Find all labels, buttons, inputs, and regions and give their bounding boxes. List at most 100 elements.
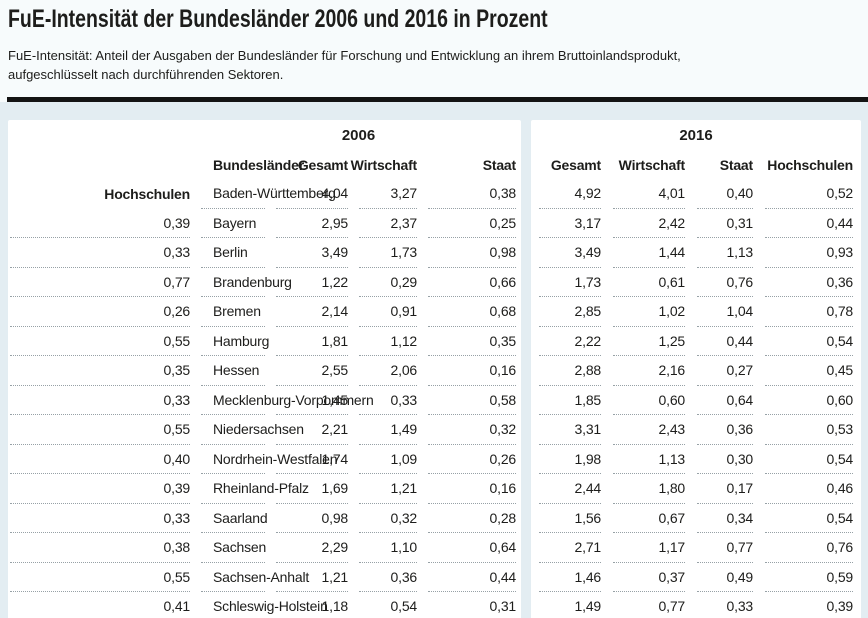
value-cell-2006: 2,95 xyxy=(276,209,348,238)
value-cell-2016: 0,30 xyxy=(697,445,753,474)
value-cell-2006: 0,98 xyxy=(428,238,516,268)
value-cell-2016: 2,85 xyxy=(539,297,601,327)
table-card-2016: 2016 Gesamt Wirtschaft Staat Hochschulen 4,9… xyxy=(531,120,861,618)
value-cell-2006: 1,69 xyxy=(276,474,348,504)
value-cell-2016: 0,17 xyxy=(697,474,753,504)
value-cell-2016: 2,44 xyxy=(539,474,601,504)
value-cell-2016: 0,33 xyxy=(697,592,754,618)
value-cell-2016: 0,59 xyxy=(765,563,853,592)
value-cell-2016: 0,39 xyxy=(765,592,854,618)
value-cell-2016: 1,73 xyxy=(539,268,601,297)
value-cell-2016: 0,77 xyxy=(697,533,753,563)
value-cell-2016: 1,13 xyxy=(613,445,685,474)
value-cell-2006: 0,16 xyxy=(428,474,516,504)
value-cell-2006: 0,33 xyxy=(10,504,190,533)
value-cell-2016: 1,80 xyxy=(613,474,685,504)
value-cell-2006: 0,54 xyxy=(359,592,418,618)
column-header-2016: Wirtschaft xyxy=(618,156,686,173)
value-cell-2016: 1,02 xyxy=(613,297,685,327)
value-cell-2016: 3,31 xyxy=(539,415,601,445)
value-cell-2006: 0,40 xyxy=(10,445,190,474)
value-cell-2016: 0,52 xyxy=(765,179,853,209)
value-cell-2006: 0,77 xyxy=(10,268,190,297)
state-name: Bremen xyxy=(201,297,265,327)
value-cell-2006: 0,33 xyxy=(10,386,190,415)
value-cell-2016: 0,78 xyxy=(765,297,853,327)
value-cell-2016: 0,36 xyxy=(765,268,853,297)
value-cell-2016: 1,04 xyxy=(697,297,753,327)
value-cell-2006: 0,91 xyxy=(359,297,417,327)
value-cell-2016: 0,27 xyxy=(697,356,753,386)
value-cell-2016: 2,88 xyxy=(539,356,601,386)
value-cell-2006: 1,18 xyxy=(276,592,349,618)
value-cell-2006: 0,68 xyxy=(428,297,516,327)
value-cell-2016: 1,25 xyxy=(613,327,685,356)
value-cell-2006: 0,39 xyxy=(10,209,190,238)
value-cell-2016: 0,54 xyxy=(765,327,853,356)
value-cell-2006: 0,29 xyxy=(359,268,417,297)
value-cell-2006: 2,06 xyxy=(359,356,417,386)
value-cell-2016: 3,49 xyxy=(539,238,601,268)
value-cell-2006: 0,39 xyxy=(10,474,190,504)
year-header-2016: 2016 xyxy=(679,126,713,144)
value-cell-2016: 0,76 xyxy=(697,268,753,297)
value-cell-2006: 0,41 xyxy=(10,592,191,618)
value-cell-2016: 0,44 xyxy=(765,209,853,238)
column-header-2016: Gesamt xyxy=(550,156,601,173)
column-header-2006: Wirtschaft xyxy=(350,156,418,173)
value-cell-2016: 0,60 xyxy=(765,386,853,415)
table-card-2006: 2006 Bundesländer Gesamt Wirtschaft Staat Ho… xyxy=(8,120,521,618)
value-cell-2006: 3,49 xyxy=(276,238,348,268)
value-cell-2016: 1,98 xyxy=(539,445,601,474)
value-cell-2016: 2,16 xyxy=(613,356,685,386)
value-cell-2016: 0,44 xyxy=(697,327,753,356)
value-cell-2006: 1,81 xyxy=(276,327,348,356)
page-title: FuE-Intensität der Bundesländer 2006 und… xyxy=(8,5,548,33)
value-cell-2006: 0,31 xyxy=(428,592,517,618)
value-cell-2016: 0,49 xyxy=(697,563,753,592)
table-2016-grid: 2016 Gesamt Wirtschaft Staat Hochschulen 4,9… xyxy=(539,120,853,618)
value-cell-2016: 0,46 xyxy=(765,474,853,504)
value-cell-2016: 4,01 xyxy=(613,179,685,209)
value-cell-2016: 1,13 xyxy=(697,238,753,268)
table-panel: 2006 Bundesländer Gesamt Wirtschaft Staat Ho… xyxy=(0,102,868,618)
value-cell-2016: 2,43 xyxy=(613,415,685,445)
value-cell-2016: 0,37 xyxy=(613,563,685,592)
value-cell-2016: 0,77 xyxy=(613,592,686,618)
state-name: Nordrhein-Westfalen xyxy=(201,445,338,474)
value-cell-2006: 0,35 xyxy=(428,327,516,356)
corner-spacer xyxy=(10,150,190,179)
value-cell-2006: 2,37 xyxy=(359,209,417,238)
value-cell-2006: 0,55 xyxy=(10,415,190,445)
value-cell-2006: 1,74 xyxy=(276,445,348,474)
value-cell-2016: 1,46 xyxy=(539,563,601,592)
value-cell-2016: 0,67 xyxy=(613,504,685,533)
value-cell-2006: 4,04 xyxy=(276,179,348,209)
value-cell-2006: 0,55 xyxy=(10,327,190,356)
value-cell-2006: 1,21 xyxy=(276,563,348,592)
value-cell-2016: 0,34 xyxy=(697,504,753,533)
value-cell-2006: 0,26 xyxy=(10,297,190,327)
value-cell-2006: 0,32 xyxy=(428,415,516,445)
value-cell-2006: 1,09 xyxy=(359,445,417,474)
value-cell-2016: 1,44 xyxy=(613,238,685,268)
state-name: Baden-Württemberg xyxy=(201,179,336,209)
value-cell-2006: 1,45 xyxy=(276,386,348,415)
subtitle: FuE-Intensität: Anteil der Ausgaben der … xyxy=(8,46,681,84)
row-header-label: Bundesländer xyxy=(213,156,304,173)
value-cell-2016: 2,42 xyxy=(613,209,685,238)
state-name: Hamburg xyxy=(201,327,269,356)
value-cell-2006: 0,32 xyxy=(359,504,417,533)
value-cell-2016: 0,64 xyxy=(697,386,753,415)
value-cell-2006: 0,28 xyxy=(428,504,516,533)
value-cell-2006: 0,58 xyxy=(428,386,516,415)
value-cell-2006: 1,10 xyxy=(359,533,417,563)
year-header-2006: 2006 xyxy=(341,126,376,144)
value-cell-2016: 0,61 xyxy=(613,268,685,297)
value-cell-2006: 2,29 xyxy=(276,533,348,563)
value-cell-2016: 0,76 xyxy=(765,533,853,563)
value-cell-2006: 0,55 xyxy=(10,563,190,592)
value-cell-2006: 0,33 xyxy=(10,238,190,268)
value-cell-2006: 0,38 xyxy=(10,533,190,563)
